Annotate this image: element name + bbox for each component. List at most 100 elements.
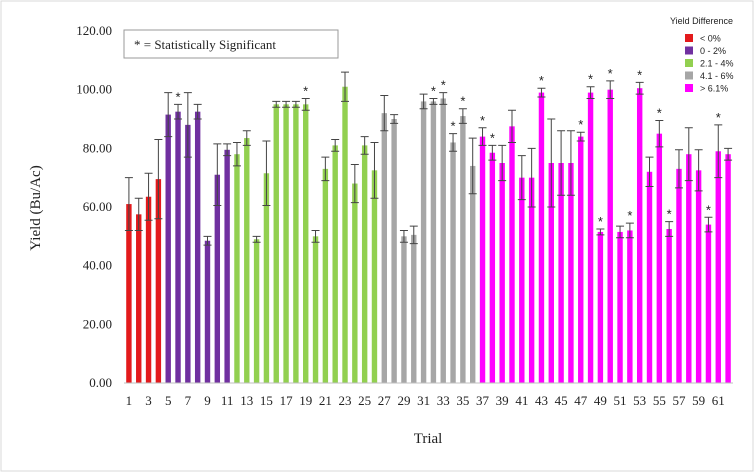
bar-trial-48 [587,92,594,383]
significance-star: * [175,89,180,104]
x-tick-label: 7 [185,393,192,408]
x-tick-label: 3 [145,393,152,408]
error-bar-trial-37 [478,127,487,146]
bar-trial-1 [126,204,132,383]
error-bar-trial-44 [547,118,556,208]
bar-trial-5 [165,114,171,383]
bar-trial-41 [519,177,525,383]
bar-trial-51 [617,231,623,383]
significance-star: * [460,94,465,109]
error-bar-trial-50 [606,80,615,99]
error-bar-trial-23 [341,71,350,102]
y-tick-label: 100.00 [76,82,112,97]
error-bar-trial-19 [301,97,310,111]
bar-trial-29 [401,236,407,383]
x-tick-label: 43 [535,393,548,408]
bar-trial-17 [283,104,289,383]
x-tick-label: 29 [397,393,410,408]
x-tick-label: 21 [319,393,332,408]
error-bar-trial-17 [282,100,291,108]
bar-trial-7 [185,124,191,383]
error-bar-trial-53 [635,81,644,95]
y-axis-title: Yield (Bu/Ac) [28,165,44,250]
x-tick-label: 53 [633,393,646,408]
significance-star: * [598,214,603,229]
x-axis: 1 3 5 7 9 11 13 15 17 19 21 23 25 27 29 31 33 35 37 39 41 43 4… [126,393,725,408]
x-axis-title: Trial [414,431,443,447]
x-tick-label: 1 [126,393,133,408]
significance-star: * [627,208,632,223]
bar-trial-46 [568,163,574,383]
error-bar-trial-57 [674,149,683,189]
error-bar-trial-55 [655,119,664,148]
bar-trial-54 [646,171,653,383]
x-tick-label: 9 [204,393,211,408]
y-tick-label: 40.00 [83,258,112,273]
significance-star: * [657,105,662,120]
legend: Yield Difference < 0% 0 - 2% 2.1 - 4% 4.1 -… [670,16,734,94]
error-bar-trial-41 [517,155,526,201]
bar-trial-2 [136,214,142,383]
x-tick-label: 47 [574,393,588,408]
x-tick-label: 17 [280,393,294,408]
bar-trial-30 [411,234,417,383]
error-bar-trial-16 [272,100,281,108]
error-bar-trial-54 [645,156,654,187]
legend-swatch [685,84,693,92]
error-bar-trial-21 [321,156,330,182]
y-tick-label: 0.00 [89,375,112,390]
significance-star: * [539,73,544,88]
error-bar-trial-31 [419,93,428,110]
legend-label: 4.1 - 6% [700,71,734,81]
bar-trial-50 [607,89,613,384]
bar-trial-37 [479,136,486,383]
bar-trial-21 [322,168,329,383]
x-tick-label: 15 [260,393,273,408]
bar-trial-15 [263,173,270,383]
bar-trial-27 [381,113,387,383]
bar-trial-9 [204,240,211,383]
significance-star: * [706,202,711,217]
bar-trial-42 [528,177,535,383]
bar-trial-53 [636,88,643,383]
significance-star: * [637,67,642,82]
x-tick-label: 59 [692,393,705,408]
bar-trial-25 [361,145,368,383]
error-bar-trial-18 [291,100,300,108]
error-bar-trial-10 [213,143,222,207]
error-bar-trial-47 [576,131,585,142]
significance-star: * [716,110,721,125]
x-tick-label: 23 [339,393,352,408]
bar-trial-4 [155,179,162,383]
x-tick-label: 27 [378,393,392,408]
bar-trial-62 [725,154,731,383]
error-bar-trial-40 [507,109,516,143]
bar-trial-14 [253,239,260,383]
error-bar-trial-7 [183,92,192,158]
error-bar-trial-29 [399,229,408,243]
y-tick-label: 80.00 [83,140,112,155]
bar-trial-55 [656,133,663,383]
significance-star: * [480,113,485,128]
error-bar-trial-8 [193,103,202,120]
error-bar-trial-48 [586,86,595,99]
error-bar-trial-35 [458,108,467,124]
error-bar-trial-9 [203,235,212,246]
significance-star: * [431,83,436,98]
x-tick-label: 25 [358,393,371,408]
error-bar-trial-58 [684,127,693,182]
bar-trial-16 [273,104,279,383]
bar-trial-19 [303,104,309,383]
error-bar-trial-33 [439,92,448,105]
bar-trial-56 [666,229,672,383]
legend-swatch [685,71,693,80]
error-bar-trial-56 [665,221,674,237]
legend-swatch [685,34,693,42]
bar-trial-59 [695,170,702,383]
error-bar-trial-27 [380,95,389,132]
bar-trial-49 [597,231,604,383]
x-tick-label: 19 [299,393,312,408]
bar-trial-23 [342,86,348,383]
legend-label: > 6.1% [700,84,728,94]
